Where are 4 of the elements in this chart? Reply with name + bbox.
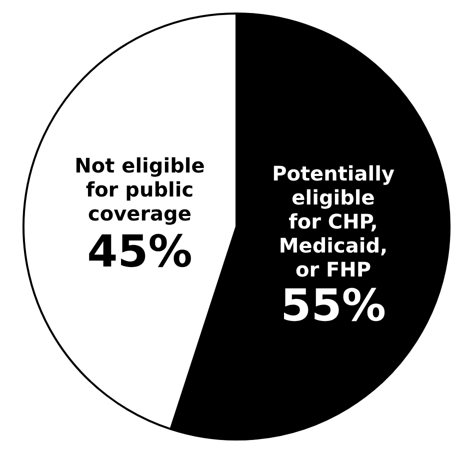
slice-label: Not eligible for public coverage [74, 154, 205, 226]
data-label: 45% [87, 226, 192, 278]
data-label: 55% [280, 280, 386, 332]
slice-label: Potentially eligible for CHP, Medicaid, or FHP [272, 161, 394, 282]
